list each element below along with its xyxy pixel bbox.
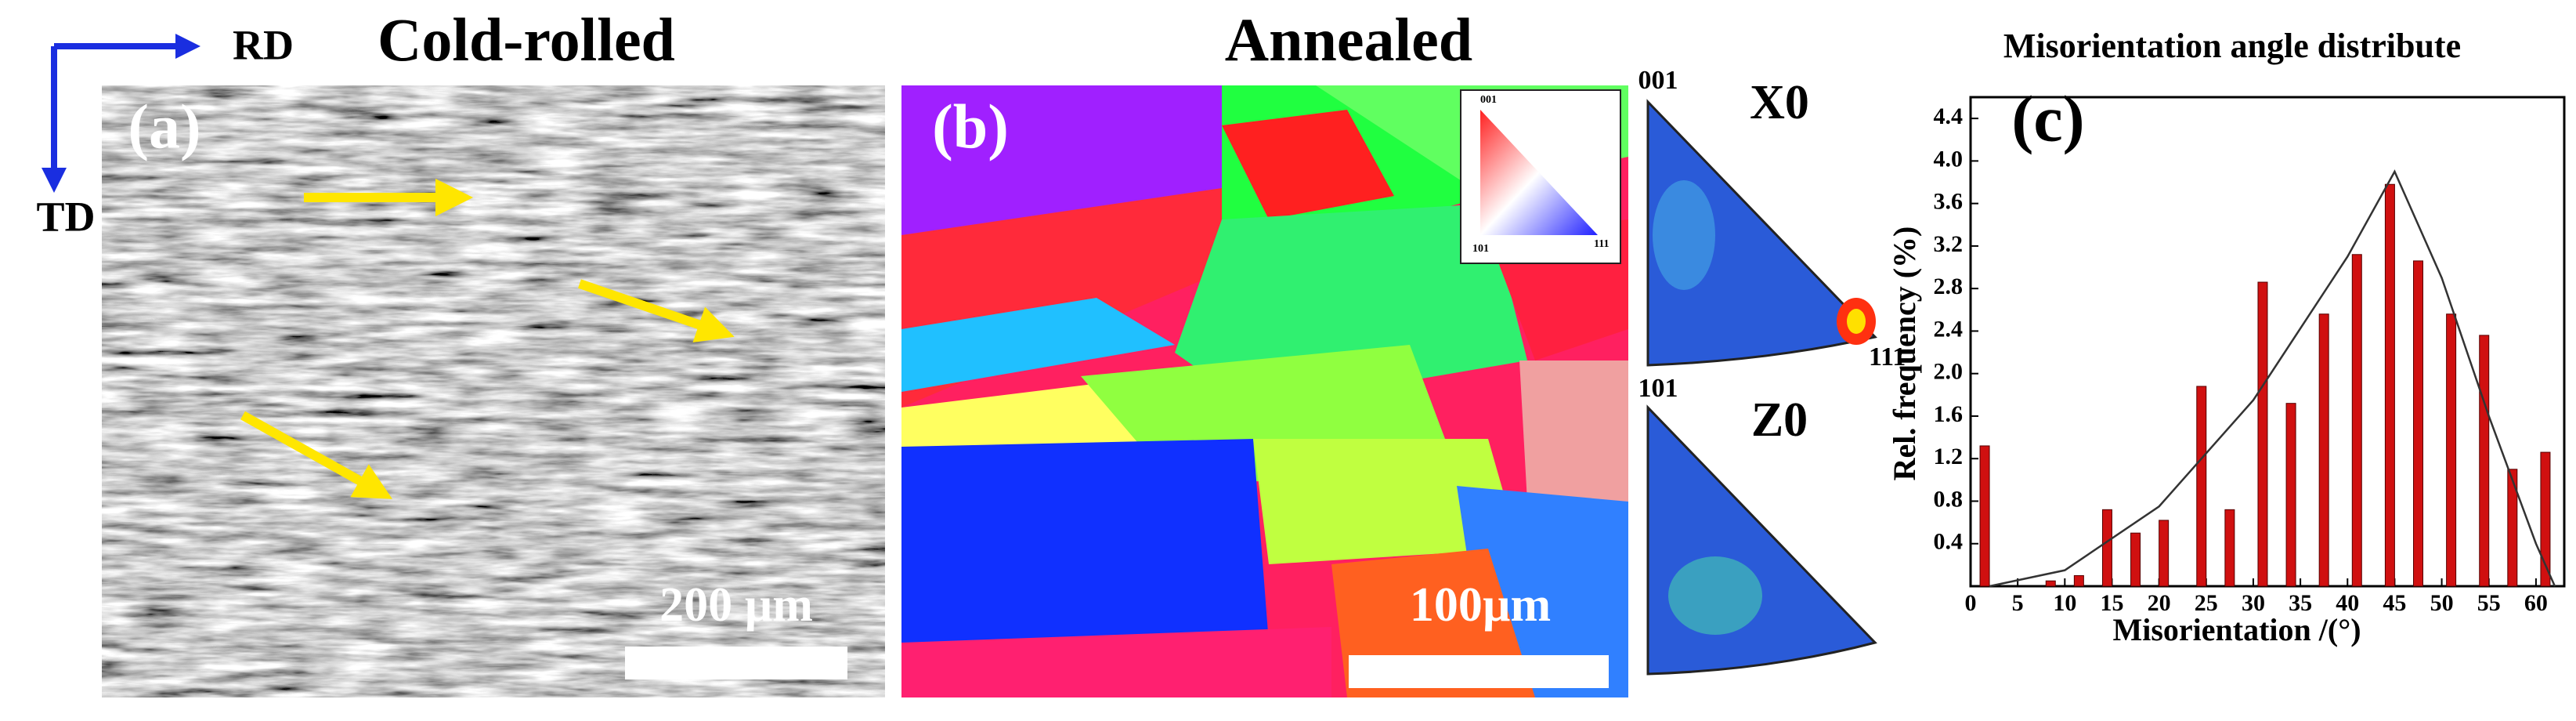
bar [2045, 580, 2056, 587]
y-tick-label: 1.2 [1934, 444, 1964, 469]
bar [2507, 469, 2518, 587]
x-tick-label: 25 [2195, 590, 2218, 616]
x-axis-label: Misorientation /(°) [2112, 612, 2361, 647]
scale-bar [625, 647, 847, 679]
rd-label: RD [233, 21, 294, 68]
bar [2479, 335, 2490, 587]
pole-figure [1646, 404, 1877, 676]
sem-texture [102, 85, 885, 697]
bar [2384, 183, 2395, 587]
td-label: TD [36, 193, 95, 240]
inset-label: 111 [1594, 238, 1609, 250]
bar [2446, 313, 2457, 587]
y-axis-label: Rel. frequency (%) [1887, 226, 1922, 481]
y-tick-label: 0.4 [1934, 529, 1964, 555]
panel-title: Annealed [1225, 5, 1472, 74]
x-tick-label: 0 [1965, 590, 1977, 616]
bar [2073, 574, 2084, 587]
bar [2540, 451, 2551, 587]
pole-title: X0 [1750, 76, 1809, 129]
scale-bar-label: 200 µm [659, 578, 813, 632]
pole-shade [1653, 180, 1715, 290]
bar [2285, 403, 2296, 587]
bar [2351, 254, 2362, 587]
panel-label: (a) [128, 92, 201, 161]
y-tick-label: 2.4 [1934, 316, 1964, 342]
panel-title: Cold-rolled [378, 5, 675, 74]
y-tick-label: 3.2 [1934, 231, 1964, 257]
y-tick-label: 2.0 [1934, 359, 1964, 385]
x-tick-label: 50 [2430, 590, 2454, 616]
bar [2101, 509, 2112, 587]
x-tick-label: 30 [2242, 590, 2265, 616]
bar [2224, 509, 2235, 587]
arrows [240, 179, 735, 499]
y-tick-label: 2.8 [1934, 274, 1964, 299]
y-tick-label: 0.8 [1934, 486, 1964, 512]
y-tick-label: 1.6 [1934, 401, 1964, 427]
pole-title: Z0 [1751, 393, 1808, 447]
scale-bar-label: 100µm [1410, 578, 1551, 632]
y-tick-label: 4.0 [1934, 146, 1964, 172]
pole-shade [1668, 556, 1762, 635]
x-tick-label: 60 [2524, 590, 2548, 616]
x-tick-label: 10 [2053, 590, 2076, 616]
y-tick-label: 3.6 [1934, 189, 1964, 215]
fit-curve [1989, 169, 2556, 588]
inset-label: 101 [1472, 243, 1489, 255]
pole-label: 101 [1638, 374, 1678, 403]
panel-label: (c) [2011, 82, 2084, 155]
bar [2413, 260, 2424, 587]
x-tick-label: 45 [2383, 590, 2406, 616]
x-tick-label: 15 [2100, 590, 2123, 616]
bar [2196, 386, 2207, 587]
y-tick-label: 4.4 [1934, 103, 1964, 129]
bar [2257, 281, 2268, 587]
ipf-key [1480, 110, 1598, 235]
bar [2130, 532, 2141, 587]
x-tick-label: 40 [2336, 590, 2359, 616]
scale-bar [1349, 655, 1609, 688]
x-tick-label: 20 [2148, 590, 2171, 616]
bar [2159, 520, 2170, 587]
inset-label: 001 [1480, 94, 1497, 106]
chart-title: Misorientation angle distribute [2003, 27, 2461, 65]
x-tick-label: 55 [2477, 590, 2501, 616]
pole-hotspot [1847, 309, 1866, 334]
pole-label: 001 [1638, 66, 1678, 95]
x-tick-label: 5 [2012, 590, 2024, 616]
pole-label: 111 [1869, 342, 1906, 371]
bar [2318, 313, 2329, 587]
ebsd-map [901, 85, 1628, 697]
bar [1979, 445, 1990, 587]
panel-label: (b) [932, 92, 1009, 161]
x-tick-label: 35 [2289, 590, 2312, 616]
